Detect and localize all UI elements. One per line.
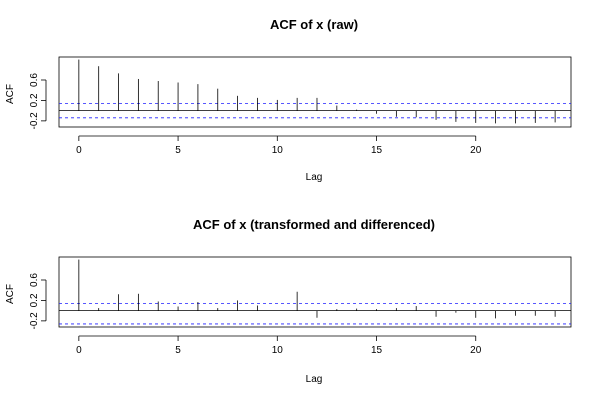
y-tick-label: -0.2	[29, 312, 40, 330]
x-tick-label: 0	[76, 345, 82, 356]
x-tick-label: 10	[272, 145, 284, 156]
xlabel-transformed: Lag	[306, 374, 323, 385]
acf-transformed-panel: ACF of x (transformed and differenced) 0…	[5, 217, 572, 385]
chart-title-transformed: ACF of x (transformed and differenced)	[193, 217, 435, 232]
ylabel-raw: ACF	[5, 84, 16, 104]
plot-content-transformed: 0 5 10 15 20 -0.2 0.2 0.6	[29, 259, 571, 356]
plot-frame-raw	[58, 56, 572, 128]
xlabel-raw: Lag	[306, 172, 323, 183]
y-tick-label: 0.6	[29, 273, 40, 287]
y-tick-label: 0.2	[29, 293, 40, 307]
x-tick-label: 20	[470, 345, 482, 356]
x-tick-label: 15	[371, 345, 383, 356]
x-tick-label: 10	[272, 345, 284, 356]
x-tick-label: 20	[470, 145, 482, 156]
plot-content-raw: 0 5 10 15 20 -0.2 0.2 0.6	[29, 59, 571, 156]
y-tick-label: 0.6	[29, 73, 40, 87]
y-tick-label: 0.2	[29, 93, 40, 107]
x-tick-label: 5	[175, 145, 181, 156]
x-tick-label: 15	[371, 145, 383, 156]
ylabel-transformed: ACF	[5, 284, 16, 304]
x-tick-label: 0	[76, 145, 82, 156]
plot-frame-transformed	[58, 256, 572, 328]
y-tick-label: -0.2	[29, 112, 40, 130]
x-tick-label: 5	[175, 345, 181, 356]
chart-title-raw: ACF of x (raw)	[270, 17, 358, 32]
acf-raw-panel: ACF of x (raw) 0 5 10 15 20 -0.2 0.2 0.6 Lag AC…	[5, 17, 572, 183]
